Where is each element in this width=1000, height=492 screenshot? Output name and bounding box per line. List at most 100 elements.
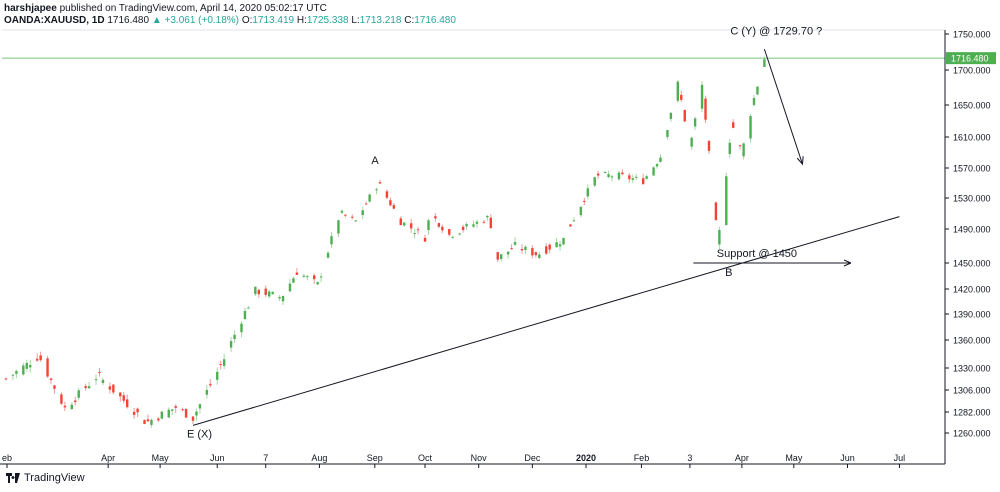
x-tick-label: 3 <box>687 453 692 463</box>
candle-body <box>666 130 669 137</box>
candle-body <box>174 406 177 408</box>
y-tick-label: 1750.000 <box>953 30 991 40</box>
annotation-label: C (Y) @ 1729.70 ? <box>730 26 822 38</box>
candle-body <box>676 81 680 101</box>
x-tick-label: 7 <box>263 453 268 463</box>
candle-body <box>29 365 32 368</box>
candle-body <box>191 416 195 421</box>
candle-body <box>423 237 427 242</box>
candle-body <box>645 176 648 179</box>
candle-body <box>368 194 371 202</box>
candle-body <box>240 323 243 333</box>
candle-body <box>247 307 250 309</box>
tradingview-footer[interactable]: TradingView <box>6 472 85 484</box>
candle-body <box>319 276 323 278</box>
candle-body <box>524 246 527 250</box>
candle-body <box>607 174 610 178</box>
candle-body <box>25 362 28 369</box>
candle-body <box>288 283 292 292</box>
candle-body <box>451 236 454 238</box>
price-change: ▲ +3.061 (+0.18%) <box>151 15 240 26</box>
annotation-label: E (X) <box>187 428 212 440</box>
candle-body <box>84 386 87 389</box>
projection-arrow[interactable] <box>763 48 803 165</box>
x-tick-label: Jun <box>840 453 855 463</box>
candle-body <box>586 188 589 197</box>
x-tick-label: Jun <box>210 453 225 463</box>
candle-body <box>558 244 562 247</box>
chart-axes: 1750.000 1700.000 1650.000 1610.000 1570.000… <box>0 30 991 468</box>
candle-body <box>267 291 271 297</box>
support-arrowhead <box>843 259 852 267</box>
y-tick-label: 1490.000 <box>953 225 991 235</box>
candle-body <box>375 189 378 191</box>
candle-body <box>264 288 267 295</box>
candle-body <box>143 419 146 424</box>
candle-body <box>108 386 112 390</box>
candle-body <box>628 175 631 180</box>
x-tick-label: Oct <box>418 453 433 463</box>
candle-body <box>749 116 752 139</box>
chart-drawings: 1716.480 A E (X) C (Y) @ 1729.70 ? B Support … <box>2 26 996 440</box>
candle-body <box>195 411 198 416</box>
candle-body <box>132 411 136 415</box>
candle-body <box>416 229 420 231</box>
candle-body <box>572 220 576 222</box>
candle-body <box>707 140 711 151</box>
annotation-label: Support @ 1450 <box>717 248 797 260</box>
candle-body <box>732 122 735 128</box>
candle-body <box>316 282 319 285</box>
candle-body <box>621 172 624 175</box>
candle-body <box>167 409 170 418</box>
candle-body <box>513 242 517 245</box>
candle-body <box>281 295 285 302</box>
candle-body <box>496 252 499 260</box>
candle-body <box>278 297 281 299</box>
candle-body <box>693 118 697 127</box>
y-tick-label: 1390.000 <box>953 310 991 320</box>
candle-body <box>4 378 8 380</box>
x-tick-label: eb <box>2 453 12 463</box>
tradingview-brand: TradingView <box>24 472 85 484</box>
candle-body <box>500 254 503 260</box>
author-name[interactable]: harshjapee <box>4 3 57 14</box>
candle-body <box>326 252 330 258</box>
candle-body <box>562 237 565 245</box>
candle-body <box>486 215 489 218</box>
candle-body <box>150 419 153 425</box>
candle-body <box>354 220 357 222</box>
candle-body <box>441 226 444 231</box>
x-tick-label: Sep <box>367 453 383 463</box>
candle-body <box>756 86 759 95</box>
candle-body <box>63 405 67 408</box>
candle-body <box>569 224 572 227</box>
candle-body <box>728 142 731 154</box>
candle-body <box>763 59 766 67</box>
candle-body <box>49 378 53 381</box>
candle-body <box>337 220 340 234</box>
annotation-label: B <box>725 267 732 279</box>
candle-body <box>704 98 707 120</box>
candle-body <box>378 182 382 184</box>
y-tick-label: 1282.000 <box>953 408 991 418</box>
candle-body <box>112 384 115 393</box>
candle-body <box>548 244 551 250</box>
candle-body <box>392 205 396 209</box>
trendline[interactable] <box>192 216 900 426</box>
candle-body <box>472 224 475 227</box>
y-tick-label: 1650.000 <box>953 101 991 111</box>
candle-body <box>101 379 105 384</box>
candle-body <box>229 341 233 348</box>
candle-body <box>254 286 257 295</box>
candle-body <box>306 276 309 278</box>
candle-body <box>389 200 392 206</box>
close-label: C: <box>404 15 415 26</box>
candle-body <box>680 94 683 100</box>
candle-body <box>302 275 306 277</box>
ohlc-line: OANDA:XAUUSD, 1D 1716.480 ▲ +3.061 (+0.1… <box>4 15 456 27</box>
candle-body <box>313 275 316 280</box>
last-price: 1716.480 <box>107 15 150 26</box>
candle-body <box>545 246 548 254</box>
candle-body <box>635 176 638 178</box>
